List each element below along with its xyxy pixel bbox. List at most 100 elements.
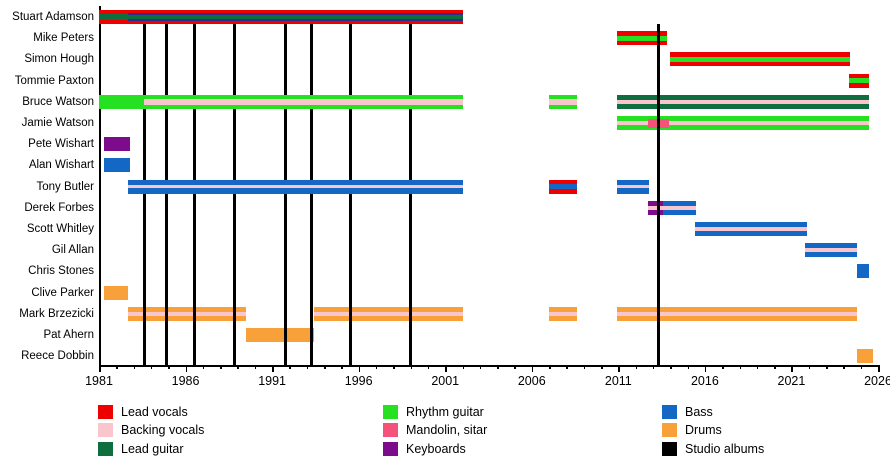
x-axis-minor-tick xyxy=(722,365,724,369)
member-bar xyxy=(805,243,858,258)
member-name-label: Pat Ahern xyxy=(43,329,94,341)
x-axis-major-tick xyxy=(704,365,707,372)
member-name-label: Pete Wishart xyxy=(28,138,94,151)
member-bar xyxy=(128,306,247,321)
member-bar xyxy=(616,116,870,130)
member-bar xyxy=(99,94,144,109)
lead-vocals-stripe xyxy=(128,20,463,24)
y-axis-line xyxy=(99,6,101,365)
drums-stripe xyxy=(128,315,247,321)
x-axis-minor-tick xyxy=(774,365,776,369)
x-axis-tick-label: 1986 xyxy=(171,374,200,388)
member-name-label: Alan Wishart xyxy=(28,159,94,172)
legend-label: Lead guitar xyxy=(121,441,184,456)
drums-stripe xyxy=(549,306,577,312)
drums-stripe xyxy=(857,349,873,364)
rhythm-guitar-stripe xyxy=(616,35,667,41)
backing-vocals-stripe xyxy=(647,205,664,210)
rhythm-guitar-stripe xyxy=(549,94,577,100)
studio-album-line xyxy=(348,24,352,365)
member-bar xyxy=(549,306,577,321)
drums-stripe xyxy=(616,315,858,321)
mandolin-sitar-legend-swatch xyxy=(383,423,398,438)
legend-label: Bass xyxy=(685,405,713,419)
x-axis-minor-tick xyxy=(202,365,205,369)
bass-stripe xyxy=(694,230,808,236)
backing-vocals-legend-swatch xyxy=(98,423,113,438)
member-bar xyxy=(104,285,129,300)
x-axis-major-tick xyxy=(358,365,361,372)
rhythm-guitar-stripe xyxy=(99,94,144,109)
divider-stripe xyxy=(128,18,463,21)
keyboards-stripe xyxy=(647,209,664,215)
x-axis-minor-tick xyxy=(843,365,845,369)
member-bar xyxy=(694,222,808,236)
x-axis-minor-tick xyxy=(133,365,136,369)
x-axis-minor-tick xyxy=(150,365,153,369)
x-axis-minor-tick xyxy=(514,365,516,369)
member-bar xyxy=(99,10,129,25)
x-axis-minor-tick xyxy=(635,365,638,369)
x-axis-major-tick xyxy=(445,365,447,372)
backing-vocals-stripe xyxy=(144,98,463,105)
member-bar xyxy=(616,306,858,321)
x-axis-minor-tick xyxy=(168,365,170,369)
studio-album-line xyxy=(142,24,146,365)
backing-vocals-stripe xyxy=(694,227,808,231)
x-axis-minor-tick xyxy=(756,365,759,369)
x-axis-minor-tick xyxy=(375,365,378,369)
x-axis-minor-tick xyxy=(497,365,499,369)
bass-legend-swatch xyxy=(662,405,677,419)
backing-vocals-stripe xyxy=(616,311,858,316)
x-axis-major-tick xyxy=(618,365,620,372)
studio-album-line xyxy=(656,24,660,365)
rhythm-guitar-stripe xyxy=(144,94,463,99)
x-axis-minor-tick xyxy=(324,365,326,369)
x-axis-minor-tick xyxy=(427,365,430,369)
lead-vocals-stripe xyxy=(549,179,577,184)
keyboards-legend-swatch xyxy=(383,441,398,456)
x-axis-minor-tick xyxy=(462,365,465,369)
member-bar xyxy=(647,200,664,215)
member-bar xyxy=(616,94,870,109)
member-name-label: Clive Parker xyxy=(31,286,94,299)
bass-stripe xyxy=(128,188,463,194)
studio-albums-legend-swatch xyxy=(662,441,677,456)
lead-vocals-stripe xyxy=(616,31,667,36)
lead-vocals-stripe xyxy=(848,73,870,78)
bass-stripe xyxy=(128,179,463,185)
x-axis-tick-label: 2016 xyxy=(690,374,719,388)
x-axis-minor-tick xyxy=(254,365,257,369)
legend-label: Lead vocals xyxy=(121,405,188,419)
bass-stripe xyxy=(616,188,650,194)
x-axis-minor-tick xyxy=(583,365,586,369)
legend-label: Rhythm guitar xyxy=(406,405,484,419)
backing-vocals-stripe xyxy=(313,311,463,316)
divider-stripe xyxy=(128,13,463,16)
member-name-label: Tommie Paxton xyxy=(14,74,94,87)
member-name-label: Scott Whitley xyxy=(26,223,94,235)
x-axis-minor-tick xyxy=(237,365,239,369)
studio-album-line xyxy=(232,24,236,365)
drums-stripe xyxy=(313,315,463,321)
lead-vocals-stripe xyxy=(128,10,463,14)
bass-stripe xyxy=(549,183,577,190)
x-axis-major-tick xyxy=(272,365,274,372)
x-axis-tick-label: 1991 xyxy=(258,374,287,388)
member-name-label: Tony Butler xyxy=(36,180,94,193)
x-axis-minor-tick xyxy=(116,365,118,369)
lead-vocals-stripe xyxy=(549,189,577,194)
x-axis-major-tick xyxy=(878,365,880,372)
lead-vocals-stripe xyxy=(848,83,870,88)
rhythm-guitar-stripe xyxy=(144,104,463,109)
studio-album-line xyxy=(165,24,168,365)
x-axis-major-tick xyxy=(791,365,793,372)
member-name-label: Chris Stones xyxy=(28,265,94,278)
member-bar xyxy=(647,200,697,215)
x-axis-major-tick xyxy=(185,365,188,372)
rhythm-guitar-stripe xyxy=(616,116,870,121)
backing-vocals-stripe xyxy=(128,184,463,189)
lead-vocals-stripe xyxy=(99,19,129,25)
bass-stripe xyxy=(694,222,808,228)
